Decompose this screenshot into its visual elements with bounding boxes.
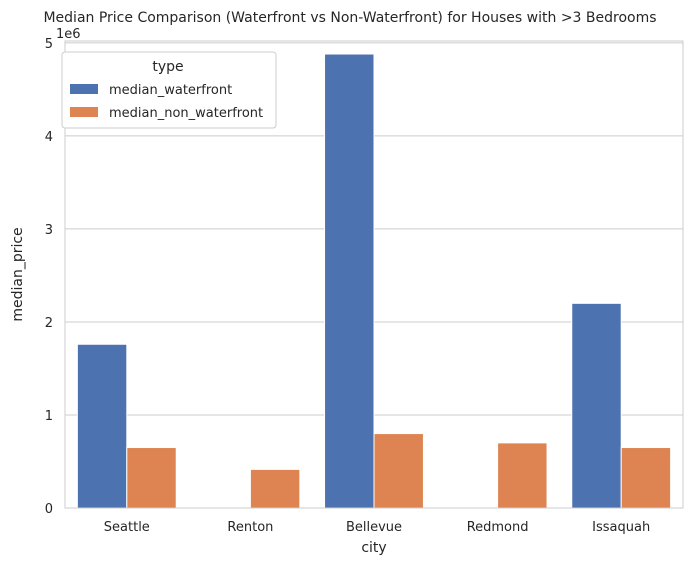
bar-median_waterfront[interactable] (571, 302, 622, 509)
legend-box (61, 51, 277, 129)
y-tick-label: 3 (45, 223, 53, 238)
x-tick-label: Bellevue (346, 520, 402, 535)
bar-median_non_waterfront[interactable] (249, 468, 301, 509)
bar-median_non_waterfront[interactable] (126, 447, 177, 509)
x-tick-label: Redmond (467, 520, 529, 535)
legend-items: median_waterfront median_non_waterfront (70, 83, 263, 121)
x-tick-label: Issaquah (592, 520, 650, 535)
y-axis-label: median_price (10, 227, 26, 321)
legend[interactable]: type median_waterfront median_non_waterfr… (61, 51, 277, 129)
y-tick-label: 4 (45, 130, 53, 145)
y-tick-label: 1 (45, 409, 53, 424)
plot-frame (64, 40, 684, 509)
y-tick-label: 0 (45, 502, 53, 517)
legend-swatch (70, 84, 98, 94)
legend-label: median_waterfront (109, 83, 232, 98)
bar-median_waterfront[interactable] (76, 343, 128, 509)
x-axis-label: city (361, 540, 386, 556)
legend-label: median_non_waterfront (109, 106, 263, 121)
bar-median_non_waterfront[interactable] (373, 433, 424, 509)
ticks: 0 1 2 3 4 5 Seattle Renton Bellevue Redmond Issaqu… (45, 37, 651, 535)
bar-median_waterfront[interactable] (324, 53, 375, 509)
y-offset-label: 1e6 (56, 27, 81, 42)
legend-swatch (70, 107, 98, 117)
y-tick-label: 2 (45, 316, 53, 331)
x-tick-label: Seattle (104, 520, 150, 535)
legend-title: type (152, 59, 183, 75)
chart-title: Median Price Comparison (Waterfront vs N… (43, 10, 656, 26)
x-tick-label: Renton (227, 520, 273, 535)
bar-median_non_waterfront[interactable] (620, 447, 672, 509)
y-tick-label: 5 (45, 37, 53, 52)
bars (76, 53, 672, 509)
bar-median_non_waterfront[interactable] (497, 442, 548, 509)
